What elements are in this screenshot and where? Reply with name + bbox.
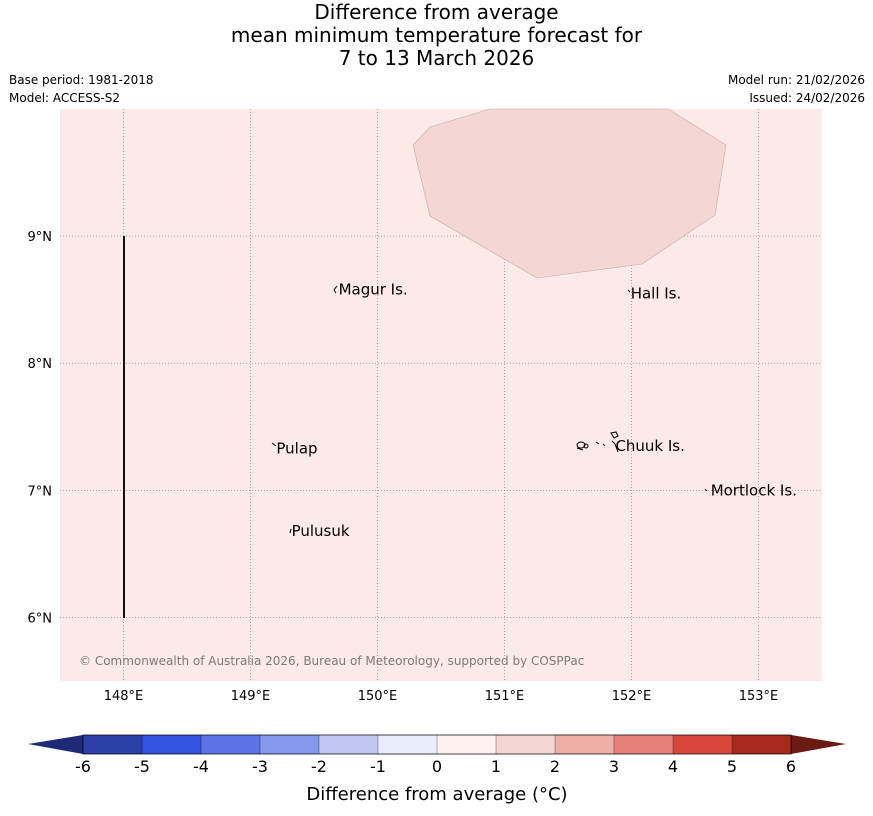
colorbar-tick-label: -3: [252, 757, 268, 776]
hall-island-shape: [627, 289, 631, 293]
colorbar-tick-label: 2: [550, 757, 560, 776]
place-label: Chuuk Is.: [615, 437, 684, 455]
pulap-island-shape: [271, 442, 277, 447]
chuuk-lagoon-shape: [576, 431, 619, 453]
lat-tick-label: 9°N: [28, 230, 53, 245]
meta-right: Model run: 21/02/2026 Issued: 24/02/2026: [728, 71, 865, 107]
colorbar-segment: [318, 734, 379, 755]
lon-tick-label: 148°E: [104, 689, 144, 704]
base-period-label: Base period: 1981-2018: [9, 73, 154, 87]
colorbar-segment: [554, 734, 615, 755]
lat-tick-label: 6°N: [28, 611, 53, 626]
colorbar-segments: [82, 734, 792, 755]
lon-tick-label: 149°E: [231, 689, 271, 704]
place-label: Magur Is.: [339, 280, 408, 298]
issued-label: Issued: 24/02/2026: [749, 91, 865, 105]
colorbar-segment: [377, 734, 438, 755]
pulusuk-island-shape: [289, 528, 292, 534]
colorbar-segment: [200, 734, 261, 755]
lat-tick-label: 7°N: [28, 484, 53, 499]
place-label: Hall Is.: [631, 284, 682, 302]
place-labels: Magur Is. Hall Is. Pulap Chuuk Is. Mortlock …: [276, 280, 797, 540]
title-line-3: 7 to 13 March 2026: [338, 46, 535, 70]
place-label: Mortlock Is.: [711, 481, 797, 499]
colorbar: -6 -5 -4 -3 -2 -1 0 1 2 3 4 5 6: [28, 734, 846, 776]
colorbar-tick-label: -5: [134, 757, 150, 776]
colorbar-tick-label: -1: [370, 757, 386, 776]
island-outlines: [271, 285, 708, 534]
lon-tick-label: 150°E: [358, 689, 398, 704]
latitude-labels: 6°N 7°N 8°N 9°N: [28, 230, 53, 626]
meta-left: Base period: 1981-2018 Model: ACCESS-S2: [9, 71, 154, 107]
lat-tick-label: 8°N: [28, 357, 53, 372]
model-label: Model: ACCESS-S2: [9, 91, 121, 105]
colorbar-high-extend: [791, 735, 846, 754]
colorbar-tick-label: -6: [75, 757, 91, 776]
colorbar-frame: [82, 734, 792, 755]
copyright-notice: © Commonwealth of Australia 2026, Bureau…: [79, 654, 584, 668]
place-label: Pulap: [276, 439, 317, 457]
colorbar-tick-label: -2: [311, 757, 327, 776]
colorbar-low-extend: [28, 735, 83, 754]
colorbar-tick-label: 4: [668, 757, 678, 776]
title-line-2: mean minimum temperature forecast for: [230, 23, 643, 47]
lon-tick-label: 152°E: [612, 689, 652, 704]
colorbar-segment: [672, 734, 733, 755]
lon-tick-label: 151°E: [485, 689, 525, 704]
colorbar-tick-label: 3: [609, 757, 619, 776]
colorbar-tick-label: 5: [727, 757, 737, 776]
colorbar-segment: [495, 734, 556, 755]
lon-tick-label: 153°E: [739, 689, 779, 704]
anomaly-patch-1-to-2: [412, 108, 727, 279]
colorbar-ticks: -6 -5 -4 -3 -2 -1 0 1 2 3 4 5 6: [75, 757, 796, 776]
mortlock-island-shape: [704, 488, 708, 492]
colorbar-tick-label: -4: [193, 757, 209, 776]
colorbar-segment: [141, 734, 202, 755]
longitude-labels: 148°E 149°E 150°E 151°E 152°E 153°E: [104, 689, 779, 704]
colorbar-segment: [82, 734, 143, 755]
colorbar-title: Difference from average (°C): [306, 784, 567, 805]
colorbar-segment: [613, 734, 674, 755]
title-line-1: Difference from average: [314, 0, 559, 24]
colorbar-segment: [731, 734, 792, 755]
colorbar-segment: [436, 734, 497, 755]
magur-island-shape: [333, 285, 338, 294]
place-label: Pulusuk: [292, 522, 350, 540]
colorbar-tick-label: 6: [786, 757, 796, 776]
colorbar-tick-label: 1: [491, 757, 501, 776]
colorbar-segment: [259, 734, 320, 755]
colorbar-tick-label: 0: [432, 757, 442, 776]
model-run-label: Model run: 21/02/2026: [727, 73, 865, 87]
